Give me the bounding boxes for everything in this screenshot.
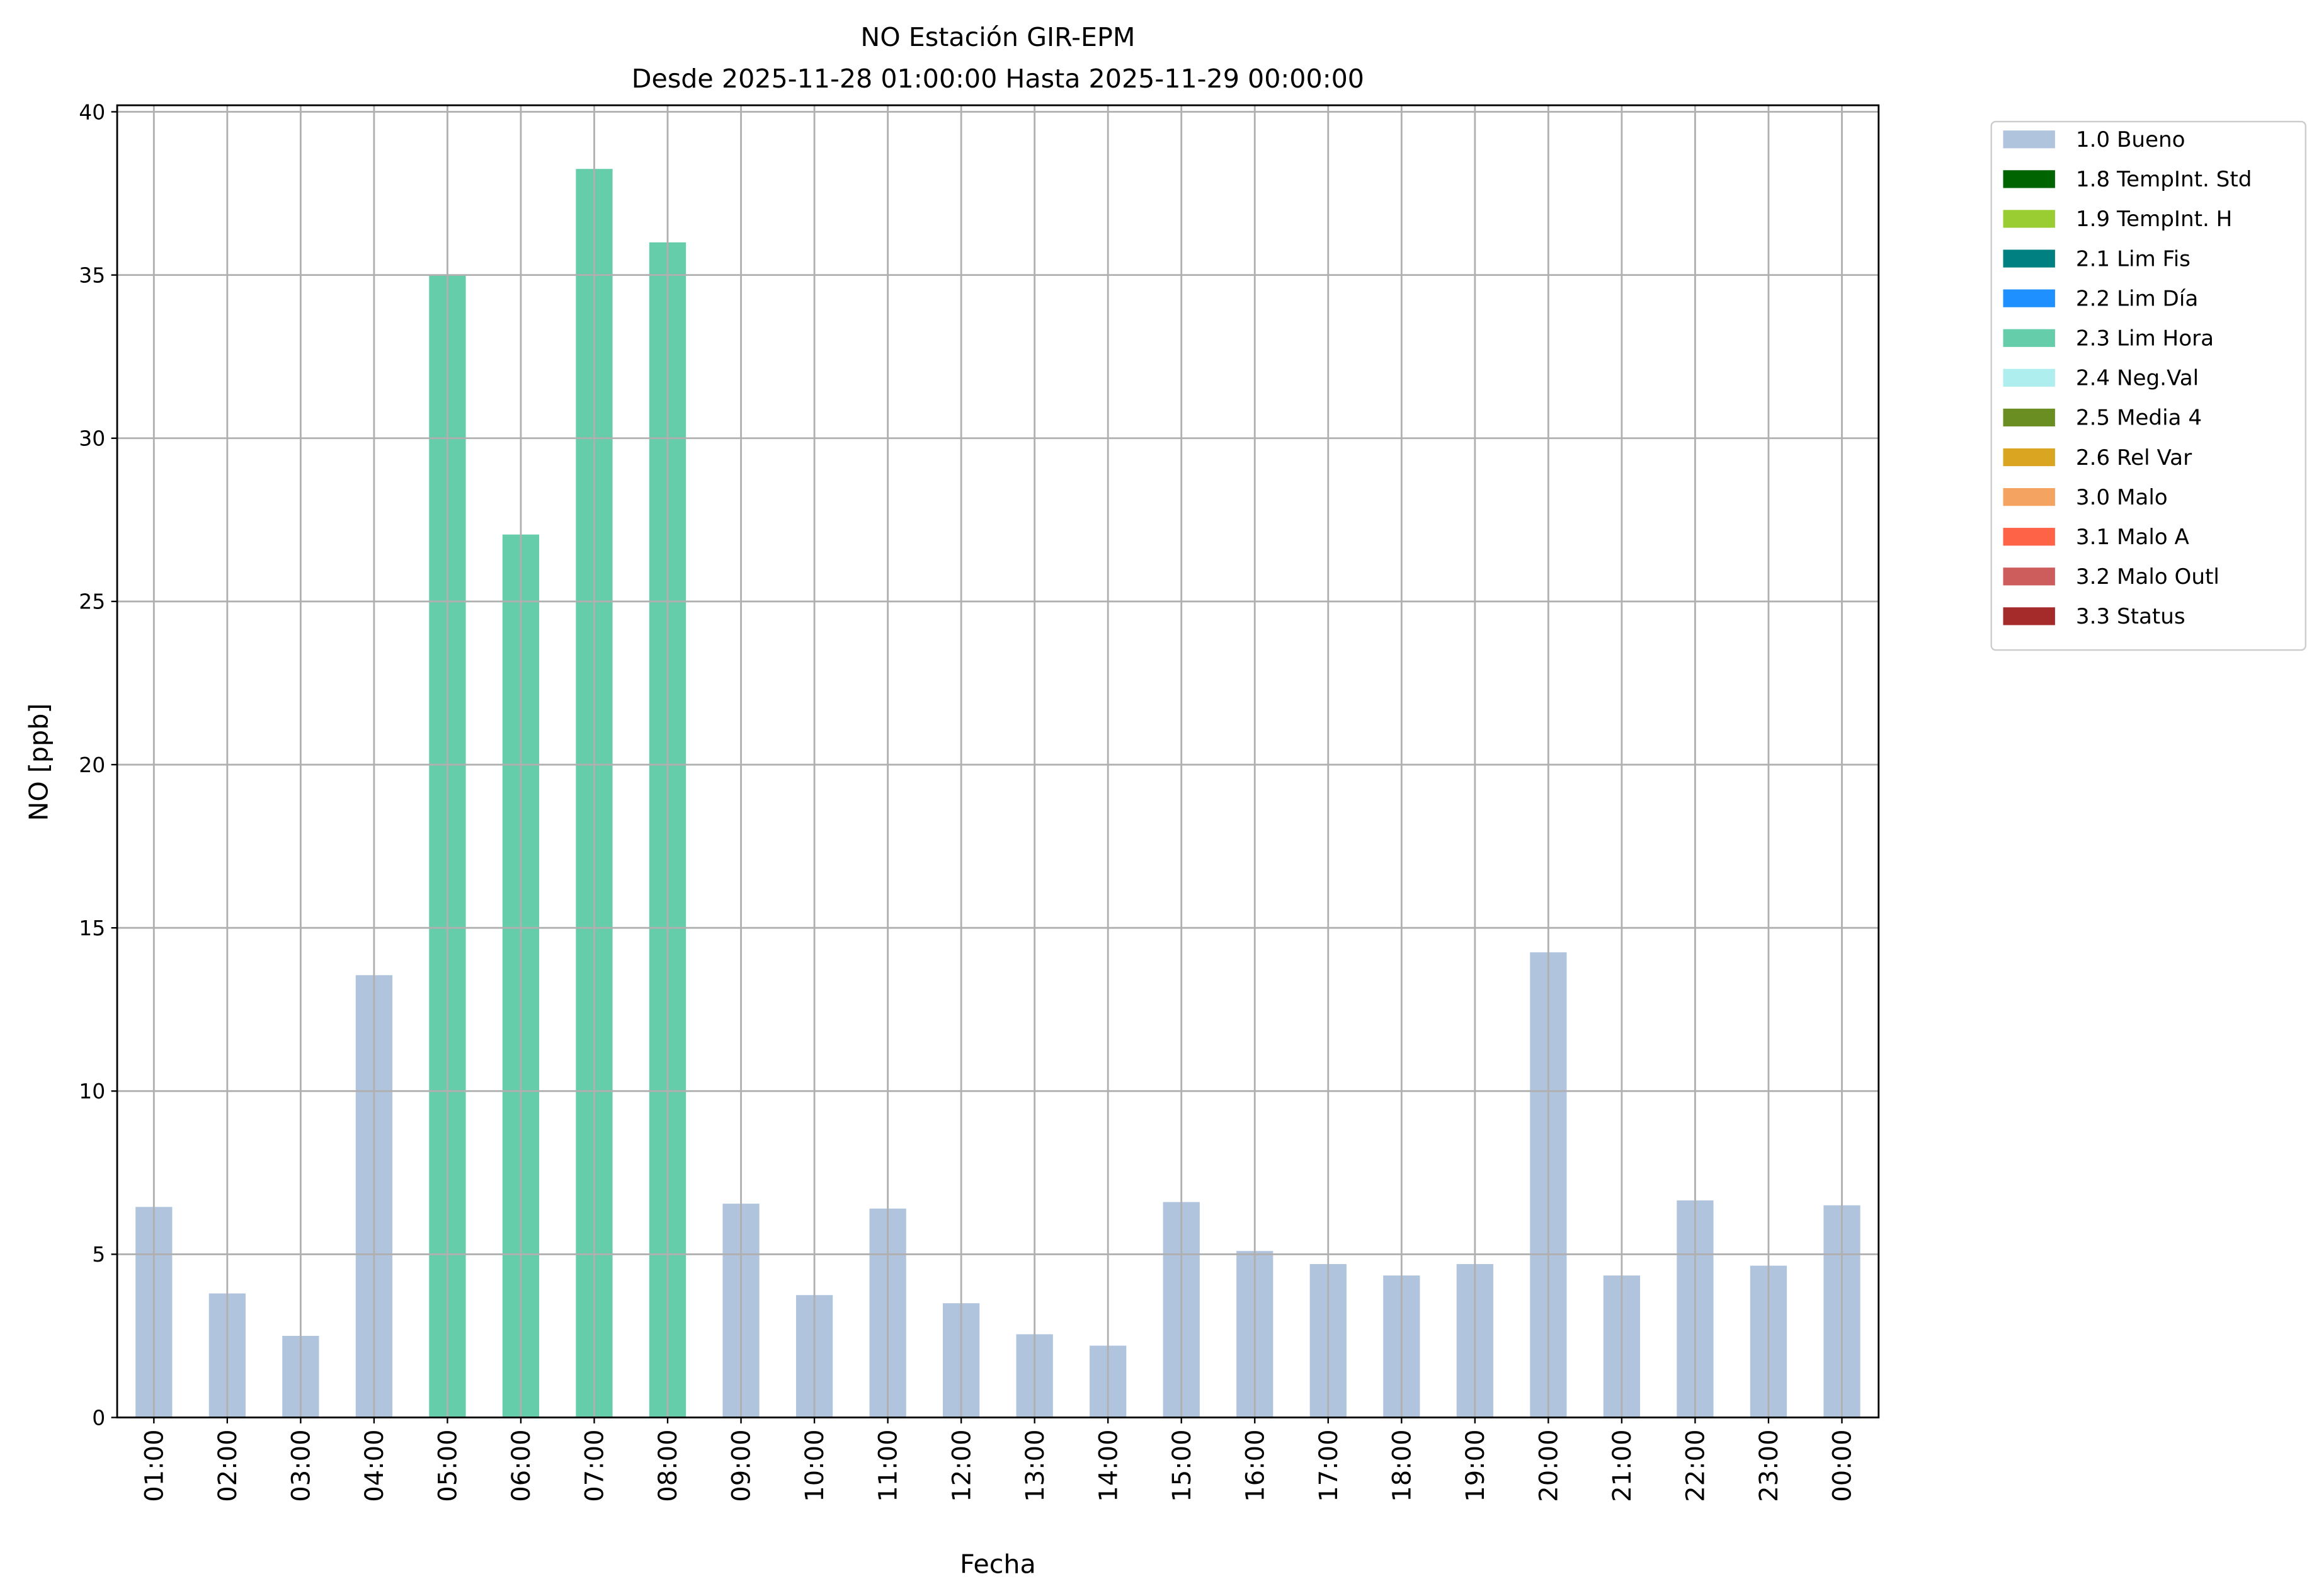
- x-tick-label: 07:00: [581, 1429, 610, 1502]
- x-tick-label: 17:00: [1314, 1429, 1343, 1502]
- x-tick-label: 22:00: [1682, 1429, 1711, 1502]
- y-tick-label: 15: [79, 916, 105, 940]
- legend-swatch: [2003, 329, 2055, 347]
- plot-frame: [116, 104, 1880, 1418]
- x-tick-label: 05:00: [434, 1429, 463, 1502]
- x-tick-label: 13:00: [1021, 1429, 1050, 1502]
- legend-swatch: [2003, 289, 2055, 307]
- y-tick-label: 0: [92, 1405, 105, 1430]
- legend-label: 2.2 Lim Día: [2076, 286, 2198, 311]
- x-tick-label: 00:00: [1828, 1429, 1857, 1502]
- legend-label: 2.3 Lim Hora: [2076, 326, 2214, 351]
- legend-label: 2.4 Neg.Val: [2076, 366, 2199, 391]
- x-axis-label: Fecha: [960, 1549, 1036, 1580]
- x-tick-label: 21:00: [1608, 1429, 1637, 1502]
- x-tick-label: 11:00: [874, 1429, 903, 1502]
- y-tick-label: 20: [79, 753, 105, 777]
- x-tick-label: 18:00: [1387, 1429, 1416, 1502]
- legend-swatch: [2003, 528, 2055, 546]
- legend-swatch: [2003, 607, 2055, 625]
- legend-label: 3.2 Malo Outl: [2076, 564, 2219, 590]
- x-tick-label: 16:00: [1241, 1429, 1270, 1502]
- x-tick-label: 04:00: [360, 1429, 389, 1502]
- legend-label: 2.6 Rel Var: [2076, 445, 2192, 470]
- y-tick-label: 30: [79, 426, 105, 451]
- legend-swatch: [2003, 130, 2055, 149]
- legend-swatch: [2003, 448, 2055, 467]
- legend-label: 1.8 TempInt. Std: [2076, 167, 2252, 192]
- legend-label: 1.9 TempInt. H: [2076, 207, 2233, 232]
- x-tick-label: 19:00: [1461, 1429, 1490, 1502]
- x-tick-label: 23:00: [1755, 1429, 1784, 1502]
- x-tick-label: 01:00: [140, 1429, 169, 1502]
- legend-label: 3.1 Malo A: [2076, 525, 2190, 550]
- legend-box: [1990, 120, 2306, 651]
- x-tick-label: 03:00: [287, 1429, 316, 1502]
- legend-swatch: [2003, 567, 2055, 586]
- chart-title: NO Estación GIR-EPM: [860, 22, 1135, 52]
- legend-label: 1.0 Bueno: [2076, 127, 2185, 152]
- legend-label: 3.3 Status: [2076, 604, 2185, 629]
- x-tick-label: 15:00: [1168, 1429, 1197, 1502]
- y-tick-label: 10: [79, 1079, 105, 1103]
- legend-label: 2.5 Media 4: [2076, 406, 2202, 431]
- x-tick-label: 14:00: [1094, 1429, 1123, 1502]
- x-tick-label: 12:00: [947, 1429, 976, 1502]
- y-tick-label: 25: [79, 590, 105, 614]
- y-tick-label: 5: [92, 1242, 105, 1267]
- legend-swatch: [2003, 487, 2055, 506]
- chart-subtitle: Desde 2025-11-28 01:00:00 Hasta 2025-11-…: [632, 64, 1364, 94]
- x-tick-label: 08:00: [654, 1429, 683, 1502]
- x-tick-label: 10:00: [801, 1429, 829, 1502]
- y-tick-label: 40: [79, 100, 105, 124]
- x-tick-label: 20:00: [1534, 1429, 1563, 1502]
- legend-swatch: [2003, 408, 2055, 427]
- legend-label: 3.0 Malo: [2076, 485, 2168, 510]
- legend-swatch: [2003, 170, 2055, 188]
- legend-swatch: [2003, 368, 2055, 387]
- x-tick-label: 02:00: [214, 1429, 242, 1502]
- y-tick-label: 35: [79, 263, 105, 287]
- x-tick-label: 06:00: [507, 1429, 536, 1502]
- x-tick-label: 09:00: [727, 1429, 756, 1502]
- legend-swatch: [2003, 249, 2055, 268]
- legend-label: 2.1 Lim Fis: [2076, 246, 2191, 271]
- legend-swatch: [2003, 210, 2055, 228]
- y-axis-label: NO [ppb]: [23, 704, 54, 821]
